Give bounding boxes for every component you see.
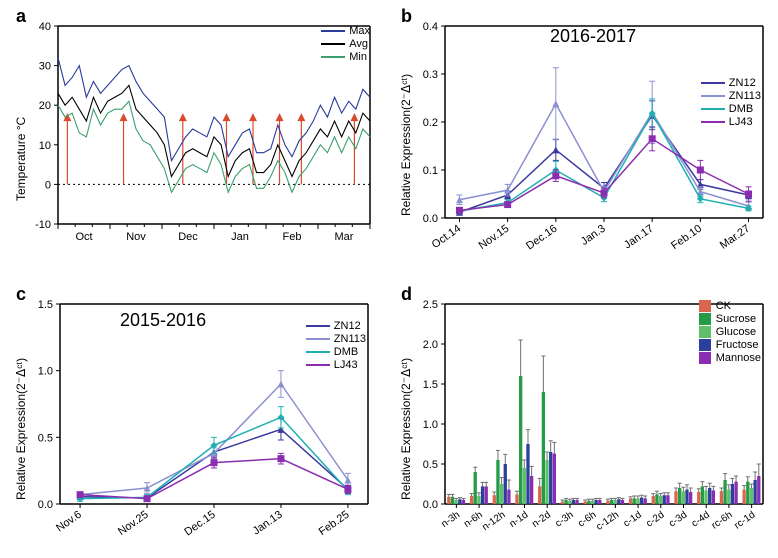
svg-text:20: 20 (39, 100, 51, 112)
legend-item-lj43: LJ43 (306, 359, 366, 371)
figure: a Temperature °C -10010203040OctNovDecJa… (0, 0, 778, 558)
svg-text:Oct: Oct (75, 231, 92, 243)
svg-text:c-4d: c-4d (690, 509, 712, 529)
legend-item-min: Min (321, 51, 370, 63)
svg-text:Mar.27: Mar.27 (718, 223, 752, 252)
legend-item-zn12: ZN12 (701, 77, 761, 89)
svg-text:2.0: 2.0 (423, 339, 438, 351)
svg-text:c-2d: c-2d (644, 509, 666, 529)
svg-text:0.0: 0.0 (423, 213, 438, 225)
legend-item-zn12: ZN12 (306, 320, 366, 332)
svg-text:Feb.10: Feb.10 (669, 223, 704, 252)
svg-text:n-1d: n-1d (508, 509, 531, 529)
legend-item-lj43: LJ43 (701, 116, 761, 128)
svg-text:Dec: Dec (178, 231, 198, 243)
svg-text:c-3h: c-3h (553, 509, 575, 529)
svg-text:0: 0 (45, 179, 51, 191)
svg-text:-10: -10 (35, 219, 51, 231)
legend-item-ck: CK (699, 300, 761, 312)
panel-c: c 2015-2016 Relative Expression(2⁻ᐃᶜᵗ) 0… (10, 284, 380, 552)
legend-item-glucose: Glucose (699, 326, 761, 338)
svg-text:0.2: 0.2 (423, 117, 438, 129)
svg-text:Jan.3: Jan.3 (579, 223, 608, 248)
legend-item-dmb: DMB (306, 346, 366, 358)
legend-item-fructose: Fructose (699, 339, 761, 351)
svg-text:0.4: 0.4 (423, 21, 438, 33)
svg-text:30: 30 (39, 61, 51, 73)
svg-text:rc-1d: rc-1d (732, 509, 757, 531)
svg-text:Feb.25: Feb.25 (317, 509, 352, 538)
svg-text:Oct.14: Oct.14 (430, 223, 463, 251)
svg-text:Nov.15: Nov.15 (477, 223, 512, 252)
panel-d: d Relative Expression(2⁻ᐃᶜᵗ) 0.00.51.01.… (395, 284, 775, 552)
svg-text:40: 40 (39, 21, 51, 33)
svg-text:0.0: 0.0 (38, 499, 53, 511)
svg-text:Jan: Jan (231, 231, 249, 243)
svg-text:n-3h: n-3h (439, 509, 462, 529)
svg-text:n-12h: n-12h (480, 509, 507, 533)
svg-text:n-2d: n-2d (530, 509, 553, 529)
svg-text:Jan.17: Jan.17 (622, 223, 656, 252)
svg-text:0.1: 0.1 (423, 165, 438, 177)
svg-text:Dec.15: Dec.15 (182, 509, 217, 539)
svg-text:Mar: Mar (335, 231, 354, 243)
panel-d-legend: CKSucroseGlucoseFructoseMannose (699, 299, 761, 365)
panel-b: b 2016-2017 Relative Expression(2⁻ᐃᶜᵗ) 0… (395, 6, 775, 266)
svg-text:c-3d: c-3d (667, 509, 689, 529)
svg-text:Dec.16: Dec.16 (524, 223, 559, 253)
svg-text:Jan.13: Jan.13 (251, 509, 285, 538)
svg-text:0.5: 0.5 (38, 432, 53, 444)
panel-b-legend: ZN12ZN113DMBLJ43 (701, 76, 761, 129)
svg-text:0.5: 0.5 (423, 459, 438, 471)
legend-item-dmb: DMB (701, 103, 761, 115)
legend-item-zn113: ZN113 (306, 333, 366, 345)
panel-c-legend: ZN12ZN113DMBLJ43 (306, 319, 366, 372)
svg-text:Nov.6: Nov.6 (54, 509, 84, 535)
svg-text:2.5: 2.5 (423, 299, 438, 311)
svg-text:1.5: 1.5 (423, 379, 438, 391)
svg-text:rc-6h: rc-6h (710, 509, 735, 531)
svg-text:c-1d: c-1d (622, 509, 644, 529)
svg-text:0.0: 0.0 (423, 499, 438, 511)
svg-text:Nov: Nov (126, 231, 146, 243)
legend-item-max: Max (321, 25, 370, 37)
panel-b-plot: 0.0 0.1 0.2 0.3 0.4 Oct.14 Nov.15 Dec.16 Jan.3 Ja… (395, 6, 775, 266)
panel-a: a Temperature °C -10010203040OctNovDecJa… (10, 6, 380, 266)
legend-item-mannose: Mannose (699, 352, 761, 364)
svg-text:1.0: 1.0 (423, 419, 438, 431)
svg-text:10: 10 (39, 140, 51, 152)
svg-text:Nov.25: Nov.25 (116, 509, 151, 538)
svg-text:0.3: 0.3 (423, 69, 438, 81)
svg-text:1.5: 1.5 (38, 299, 53, 311)
svg-text:1.0: 1.0 (38, 366, 53, 378)
svg-text:Feb: Feb (283, 231, 302, 243)
legend-item-avg: Avg (321, 38, 370, 50)
panel-a-legend: MaxAvgMin (321, 24, 370, 64)
svg-text:c-12h: c-12h (594, 509, 621, 532)
legend-item-sucrose: Sucrose (699, 313, 761, 325)
legend-item-zn113: ZN113 (701, 90, 761, 102)
